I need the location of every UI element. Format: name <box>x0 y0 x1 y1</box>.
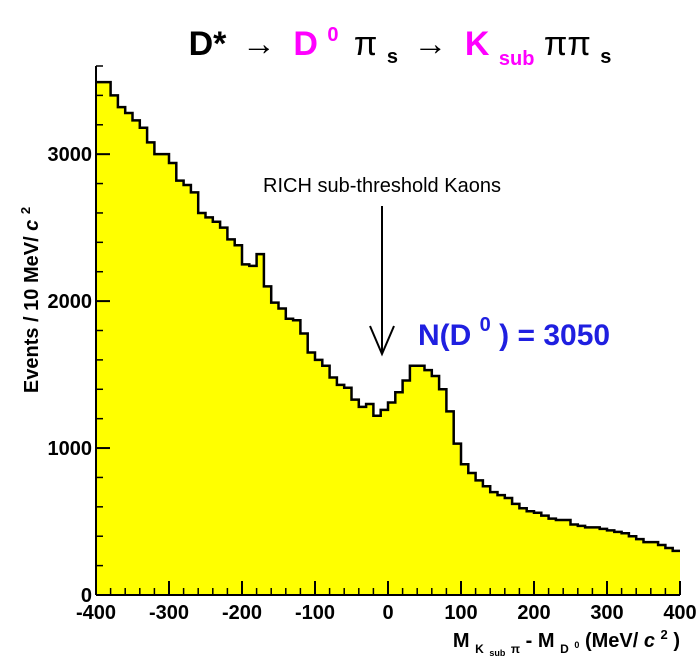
x-label-sub-pi: π <box>511 642 520 656</box>
x-label-units: (MeV/ <box>585 630 639 652</box>
nd0-sup: 0 <box>480 314 491 336</box>
y-tick-label: 2000 <box>48 291 93 313</box>
x-tick-label: 400 <box>663 602 696 624</box>
x-label-sub-d-sup: 0 <box>574 640 579 650</box>
title-arrow-1: → <box>242 25 276 63</box>
title-pi: π <box>354 25 377 63</box>
y-axis-label-unit: c <box>21 220 43 231</box>
nd0-tail: ) = 3050 <box>499 319 610 352</box>
title-d0-sup: 0 <box>327 24 338 46</box>
x-tick-label: 300 <box>590 602 623 624</box>
x-label-minus: - M <box>526 630 555 652</box>
x-tick-label: 200 <box>517 602 550 624</box>
nd0-label: N(D 0 ) = 3050 <box>418 305 610 352</box>
nd0-main: N(D <box>418 319 471 352</box>
x-label-close: ) <box>673 630 680 652</box>
y-tick-label: 0 <box>81 585 92 607</box>
x-label-sub-k-sub: sub <box>489 648 506 658</box>
annotation-arrow <box>369 206 395 357</box>
title-pipi: ππ <box>544 25 591 63</box>
rich-annotation: RICH sub-threshold Kaons <box>263 175 501 197</box>
x-tick-label: -100 <box>295 602 335 624</box>
chart-title: D* → D 0 π s → K sub ππ s <box>189 11 612 73</box>
title-d0: D <box>293 25 318 63</box>
annotation-arrow-head <box>369 325 395 357</box>
y-tick-label: 3000 <box>48 144 93 166</box>
x-label-m: M <box>453 630 470 652</box>
x-label-c-sup: 2 <box>661 627 668 642</box>
x-tick-label: 0 <box>382 602 393 624</box>
title-pi-sub: s <box>387 46 398 68</box>
title-k-sub: sub <box>499 48 535 70</box>
x-tick-label: -200 <box>222 602 262 624</box>
title-pipi-sub: s <box>600 46 611 68</box>
x-tick-label: -300 <box>149 602 189 624</box>
y-tick-label: 1000 <box>48 438 93 460</box>
title-k: K <box>465 25 490 63</box>
x-label-sub-d: D <box>560 642 569 656</box>
x-label-sub-k: K <box>475 642 484 656</box>
title-dstar: D* <box>189 25 228 63</box>
y-axis-label-unit-sup: 2 <box>18 207 33 214</box>
axis-ticks: -400 -300 -200 -100 0 100 200 300 400 0 1000 2000 30… <box>48 65 697 624</box>
y-axis-label: Events / 10 MeV/ c 2 <box>18 207 43 393</box>
y-axis-label-main: Events / 10 MeV/ <box>21 231 43 393</box>
histogram <box>96 80 680 596</box>
x-tick-label: -400 <box>76 602 116 624</box>
histogram-outline <box>96 80 680 553</box>
histogram-fill <box>96 82 680 596</box>
x-axis-label: M K sub π - M D 0 (MeV/ c 2 ) <box>453 622 680 660</box>
title-arrow-2: → <box>413 25 447 63</box>
x-tick-label: 100 <box>444 602 477 624</box>
x-label-c: c <box>644 630 655 652</box>
